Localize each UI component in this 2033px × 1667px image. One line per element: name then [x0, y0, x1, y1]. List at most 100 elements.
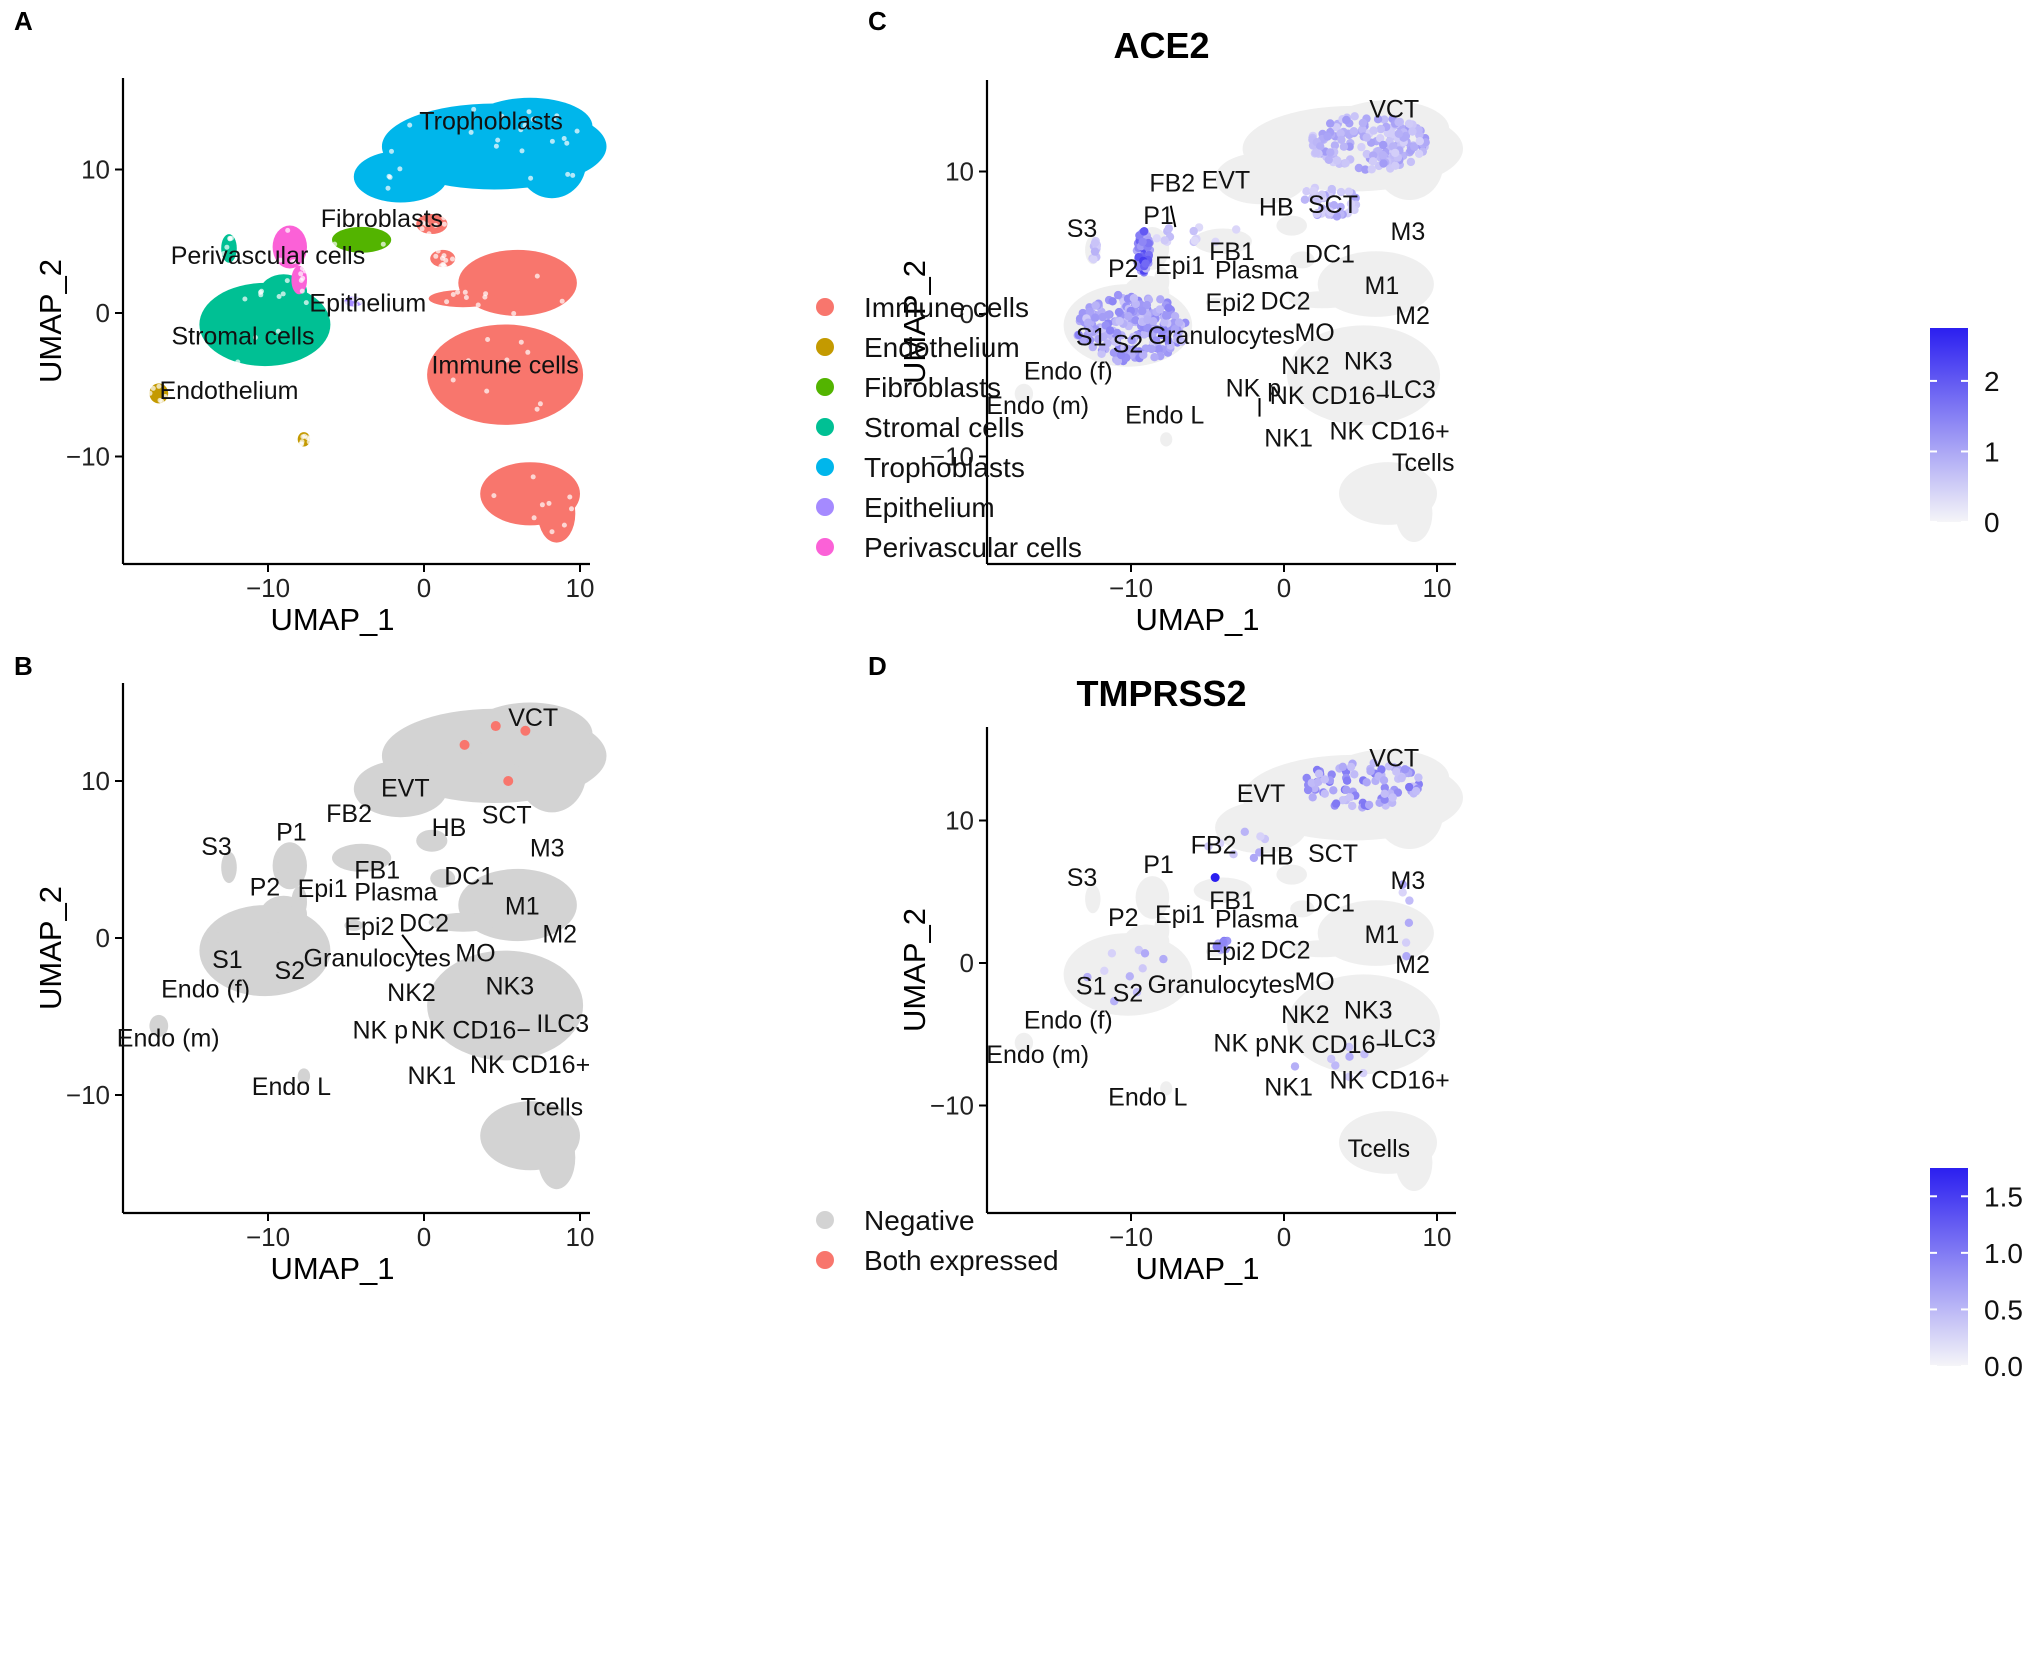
cell-cloud-endothelium [149, 1014, 169, 1037]
expression-point [1362, 133, 1371, 142]
expression-point [1408, 127, 1417, 136]
cluster-label: Epi1 [298, 875, 348, 903]
expression-point [1402, 952, 1411, 961]
expression-point [1314, 777, 1323, 787]
x-tick-label: 10 [566, 1222, 595, 1252]
expression-point [1377, 765, 1386, 774]
cell-gap [526, 109, 532, 115]
expression-point [1303, 785, 1313, 795]
y-axis-title: UMAP_2 [33, 259, 68, 383]
expression-point [1405, 896, 1414, 905]
cell-gap [302, 268, 308, 274]
expression-point [1401, 938, 1411, 947]
expression-point [1342, 785, 1351, 794]
y-axis-title: UMAP_2 [897, 908, 932, 1032]
cluster-label: Endothelium [160, 377, 299, 405]
cell-gap [385, 185, 391, 191]
cell-cloud-immune-cells [427, 324, 584, 425]
cluster-label: NK1 [1264, 425, 1313, 453]
expression-point [1091, 313, 1100, 322]
expression-point [1164, 224, 1174, 233]
cell-gap [528, 175, 534, 181]
expression-point [1380, 789, 1389, 798]
cell-gap [450, 256, 455, 262]
cell-cloud-trophoblasts [1215, 152, 1307, 205]
expression-point [1348, 801, 1357, 811]
expression-point [1139, 227, 1149, 236]
cell-cloud-perivascular-cells [272, 225, 307, 269]
expression-point [1410, 142, 1419, 151]
expression-point [1159, 325, 1168, 334]
panel-c: −10 0 10 −10 0 10 UMAP_1 UMAP_2 C ACE2 [868, 6, 1456, 637]
cell-gap [343, 301, 349, 307]
legend-label: Immune cells [864, 292, 1029, 323]
cluster-label: Tcells [521, 1093, 584, 1121]
expression-point [1300, 195, 1310, 204]
cell-gap [332, 241, 338, 247]
expression-dots [459, 112, 1430, 1082]
cell-cloud-trophoblasts [517, 733, 587, 813]
expression-point [1367, 165, 1376, 174]
expression-point [1391, 148, 1400, 158]
cell-cloud-immune-cells [1276, 215, 1307, 236]
expression-point [1302, 187, 1311, 196]
cell-cloud-perivascular-cells [1153, 915, 1170, 945]
cell-gap [482, 294, 488, 300]
cell-gap [300, 275, 306, 281]
cell-gap [380, 241, 386, 247]
cell-gap [465, 358, 471, 364]
cell-cloud-immune-cells [1287, 974, 1441, 1075]
cell-gap [397, 166, 403, 172]
x-axis-title: UMAP_1 [270, 1251, 394, 1286]
y-tick-label: 10 [81, 155, 110, 185]
cell-gap [471, 106, 477, 112]
expression-point [1388, 142, 1398, 151]
cell-cloud-fibroblasts [332, 843, 392, 873]
expression-point [1110, 337, 1120, 346]
cluster-label: S1 [1076, 323, 1107, 351]
cell-gap [277, 257, 283, 263]
cell-cloud-trophoblasts [1215, 801, 1307, 854]
cell-gap [463, 295, 469, 300]
cell-cloud-immune-cells [1290, 900, 1315, 918]
expression-point [1156, 295, 1165, 304]
panel-letter: C [868, 6, 887, 36]
cell-gap [565, 171, 571, 177]
cell-gap [530, 116, 536, 122]
expression-point [1379, 159, 1388, 168]
cell-cloud-epithelium [1206, 297, 1225, 308]
expression-point [1361, 165, 1370, 174]
expression-point [1323, 132, 1332, 141]
expression-point [1326, 207, 1335, 217]
cell-gap [485, 337, 491, 342]
expression-point [1155, 305, 1165, 314]
expression-point [1314, 769, 1324, 778]
cell-cloud-immune-cells [1395, 485, 1433, 542]
cluster-label: Epi2 [344, 913, 394, 941]
expression-point [1116, 350, 1126, 360]
y-tick-label: 10 [81, 766, 110, 796]
cluster-label: Trophoblasts [419, 107, 563, 135]
cell-gap [280, 291, 286, 297]
expression-point [1090, 238, 1100, 247]
cluster-label: NK3 [1344, 348, 1393, 376]
expression-point [1215, 839, 1225, 848]
expression-point [1161, 311, 1171, 320]
expression-point [1350, 770, 1359, 779]
cluster-label: Endo (m) [986, 1041, 1089, 1069]
cell-gap [387, 174, 393, 180]
cell-gap [300, 434, 306, 440]
cluster-label: HB [1259, 843, 1294, 871]
expression-point [1132, 988, 1142, 997]
cell-gap [564, 140, 570, 146]
y-tick-label: 0 [960, 299, 974, 329]
cell-gap [546, 500, 552, 506]
expression-point [1388, 793, 1397, 802]
expression-point [1125, 972, 1135, 981]
cluster-label: ILC3 [1383, 376, 1436, 404]
cell-gap [468, 129, 474, 135]
cell-cloud-immune-cells [537, 485, 576, 543]
y-tick-label: 10 [945, 806, 974, 836]
cluster-label: FB2 [1149, 169, 1195, 197]
panel-letter: B [14, 651, 33, 681]
